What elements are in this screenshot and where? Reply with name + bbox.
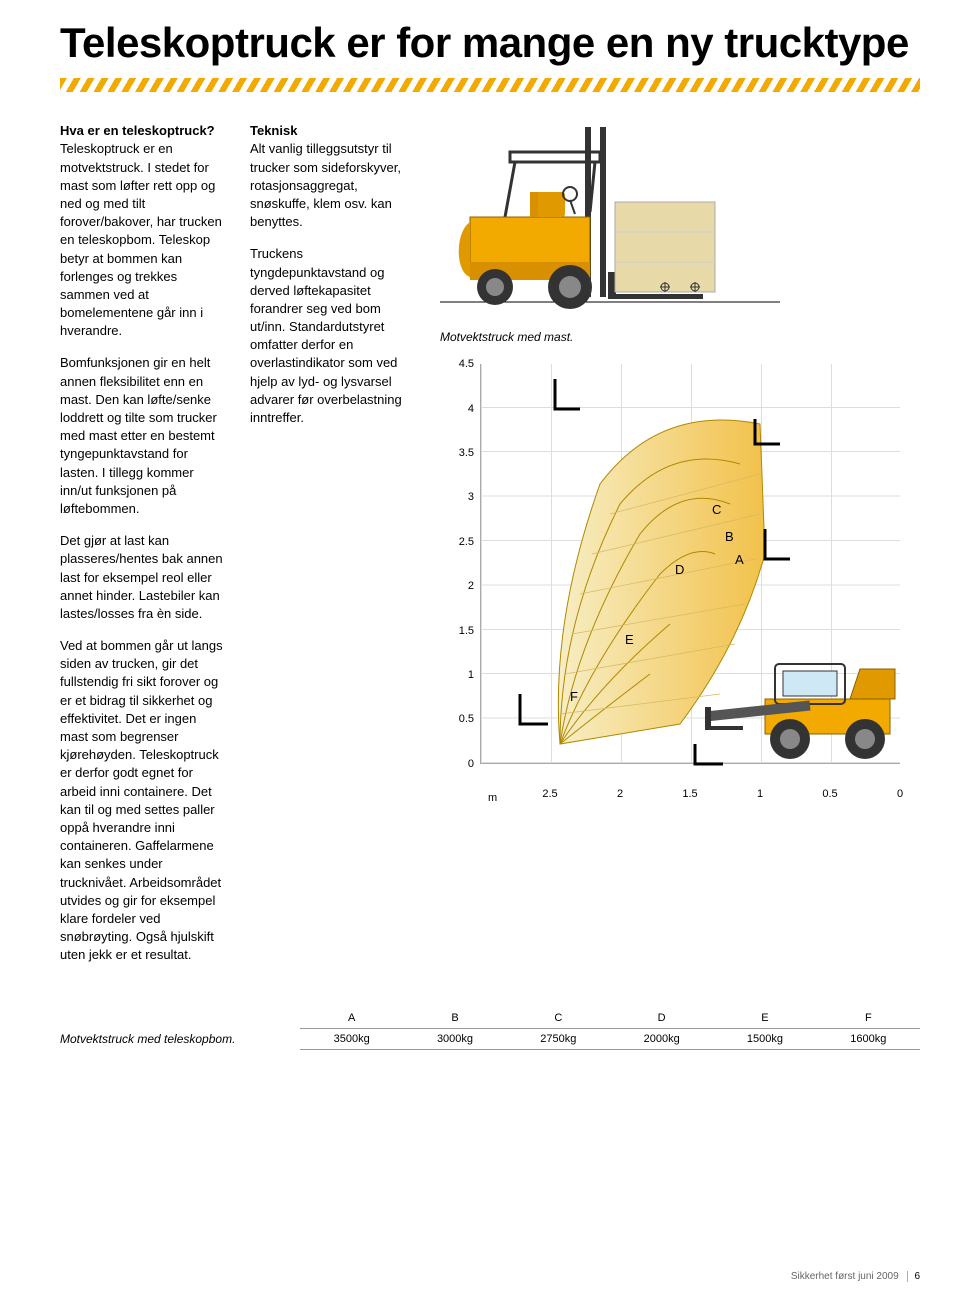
forklift-mast-icon (440, 122, 780, 322)
page-footer: Sikkerhet først juni 2009 6 (791, 1271, 920, 1282)
zone-label-b: B (725, 529, 734, 544)
reach-zone-icon (480, 364, 900, 764)
reach-chart: A B C D E F 4.5 4 3.5 3 2.5 2 1.5 1 0.5 … (440, 364, 920, 804)
zone-label-c: C (712, 502, 721, 517)
zone-label-f: F (570, 689, 578, 704)
divider (60, 78, 920, 92)
col1-p4: Ved at bommen går ut langs siden av truc… (60, 637, 226, 964)
m-unit-label: m (488, 792, 497, 804)
col1-p2: Bomfunksjonen gir en helt annen fleksibi… (60, 354, 226, 518)
capacity-table: A B C D E F 3500kg 3000kg 2750kg 2000kg … (300, 1008, 920, 1050)
content-columns: Hva er en teleskoptruck? Teleskoptruck e… (60, 122, 920, 978)
table-row: 3500kg 3000kg 2750kg 2000kg 1500kg 1600k… (300, 1029, 920, 1050)
table-caption: Motvektstruck med teleskopbom. (60, 1032, 280, 1050)
page-title: Teleskoptruck er for mange en ny truckty… (60, 20, 920, 66)
column-1: Hva er en teleskoptruck? Teleskoptruck e… (60, 122, 226, 978)
zone-label-e: E (625, 632, 634, 647)
page-number: 6 (907, 1271, 920, 1282)
col1-p1: Teleskoptruck er en motvektstruck. I ste… (60, 141, 222, 338)
capacity-table-section: Motvektstruck med teleskopbom. A B C D E… (60, 1008, 920, 1050)
col2-p1: Alt vanlig tilleggsutstyr til trucker so… (250, 141, 401, 229)
column-2: Teknisk Alt vanlig tilleggsutstyr til tr… (250, 122, 416, 978)
zone-label-a: A (735, 552, 744, 567)
x-axis-labels: 2.5 2 1.5 1 0.5 0 (480, 784, 900, 804)
col2-p2: Truckens tyngdepunktavstand og derved lø… (250, 245, 416, 427)
table-header-row: A B C D E F (300, 1008, 920, 1029)
col1-heading: Hva er en teleskoptruck? (60, 123, 215, 138)
y-axis-labels: 4.5 4 3.5 3 2.5 2 1.5 1 0.5 0 (440, 364, 478, 764)
forklift-mast-figure (440, 122, 780, 322)
col1-p3: Det gjør at last kan plasseres/hentes ba… (60, 532, 226, 623)
zone-label-d: D (675, 562, 684, 577)
forklift-caption: Motvektstruck med mast. (440, 330, 920, 344)
column-3: Motvektstruck med mast. (440, 122, 920, 978)
col2-heading: Teknisk (250, 123, 297, 138)
footer-text: Sikkerhet først juni 2009 (791, 1271, 899, 1282)
